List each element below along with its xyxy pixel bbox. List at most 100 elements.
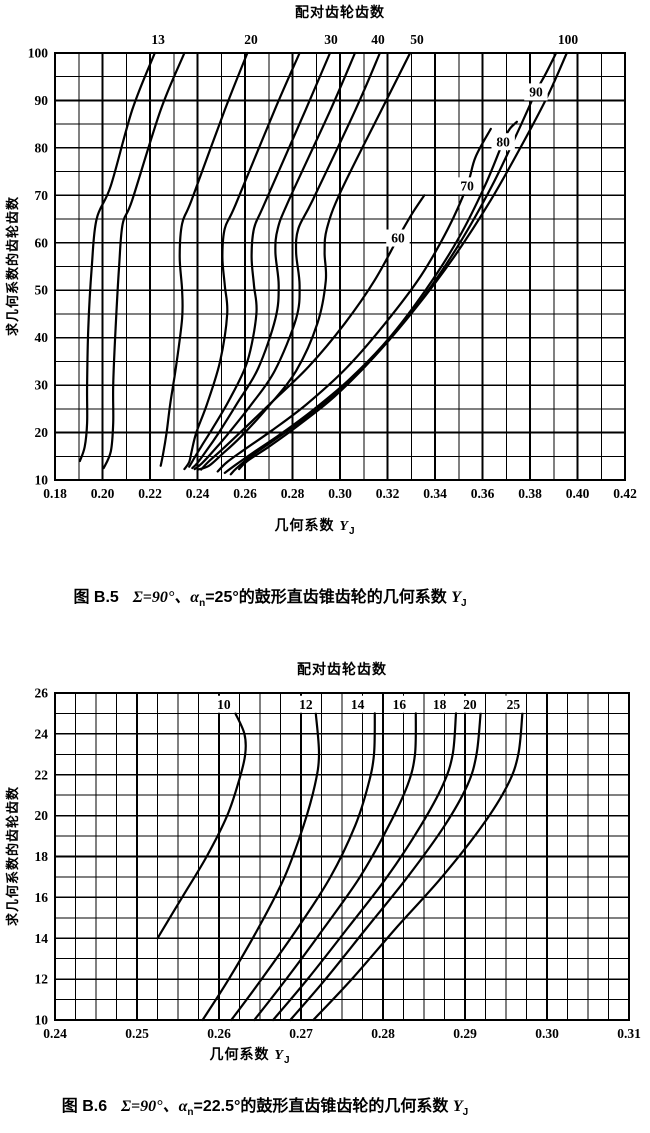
y-tick-label: 90 bbox=[35, 93, 49, 108]
y-tick-label: 10 bbox=[35, 1013, 49, 1028]
y-tick-label: 18 bbox=[35, 849, 49, 864]
y-tick-label: 80 bbox=[35, 140, 49, 155]
curve-label-20: 20 bbox=[244, 32, 258, 47]
x-tick-label: 0.18 bbox=[43, 486, 67, 501]
curve-label-box-10 bbox=[212, 695, 236, 713]
y-tick-label: 16 bbox=[35, 890, 49, 905]
curve-label-box-12 bbox=[294, 695, 318, 713]
fig-b6-y-axis-title: 求几何系数的齿轮齿数 bbox=[5, 786, 20, 927]
curve-unlabeled bbox=[183, 51, 301, 471]
y-tick-label: 70 bbox=[35, 188, 49, 203]
curve-30 bbox=[188, 51, 332, 468]
curve-14 bbox=[230, 712, 376, 1022]
curve-label-10: 10 bbox=[217, 697, 231, 712]
y-tick-label: 60 bbox=[35, 235, 49, 250]
fig-b5-x-axis-title-text: 几何系数 bbox=[274, 517, 335, 533]
y-tick-label: 40 bbox=[35, 330, 49, 345]
x-tick-label: 0.29 bbox=[453, 1026, 477, 1041]
curve-label-18: 18 bbox=[433, 697, 447, 712]
curve-50 bbox=[196, 51, 412, 471]
curve-12 bbox=[201, 712, 321, 1022]
curve-label-16: 16 bbox=[393, 697, 407, 712]
figure-b6-tick-labels: 10 12 14 16 18 20 22 24 26 0.24 0.25 0.26 0.27 0.28 0.… bbox=[35, 686, 642, 1042]
x-tick-label: 0.32 bbox=[376, 486, 400, 501]
curve-label-box-80 bbox=[491, 133, 515, 151]
x-tick-label: 0.27 bbox=[289, 1026, 313, 1041]
curve-90 bbox=[229, 51, 558, 476]
x-tick-label: 0.28 bbox=[281, 486, 305, 501]
x-tick-label: 0.40 bbox=[566, 486, 590, 501]
x-tick-label: 0.36 bbox=[471, 486, 495, 501]
x-tick-label: 0.30 bbox=[328, 486, 352, 501]
fig-b6-caption-number: 图 B.6 bbox=[61, 1098, 108, 1115]
curve-label-20: 20 bbox=[463, 697, 477, 712]
curve-100 bbox=[238, 51, 568, 471]
curve-label-box-18 bbox=[427, 695, 452, 713]
fig-b5-caption-symbol: Y bbox=[451, 589, 461, 606]
figure-b6-curve-labels: 10 12 14 16 18 20 25 bbox=[212, 695, 526, 713]
curve-label-box-60 bbox=[386, 229, 410, 247]
curve-label-13: 13 bbox=[151, 32, 165, 47]
fig-b5-caption-number: 图 B.5 bbox=[73, 589, 119, 606]
y-tick-label: 14 bbox=[35, 931, 49, 946]
figure-b5-curve-labels: 13 20 30 40 50 60 70 80 90 100 bbox=[151, 32, 578, 247]
y-tick-label: 12 bbox=[35, 972, 49, 987]
x-tick-label: 0.26 bbox=[207, 1026, 231, 1041]
curve-label-80: 80 bbox=[496, 134, 510, 149]
curve-25 bbox=[312, 712, 524, 1022]
figure-b5-curves bbox=[78, 51, 568, 476]
y-tick-label: 10 bbox=[35, 473, 49, 488]
curve-label-70: 70 bbox=[460, 179, 474, 194]
y-tick-label: 100 bbox=[28, 46, 49, 61]
curve-unlabeled bbox=[102, 51, 186, 470]
fig-b5-x-axis-symbol-sub: J bbox=[348, 525, 356, 537]
curve-label-30: 30 bbox=[324, 32, 338, 47]
fig-b6-x-axis-symbol: Y bbox=[274, 1048, 284, 1063]
fig-b6-x-axis-symbol-sub: J bbox=[283, 1054, 291, 1066]
curve-70 bbox=[216, 127, 492, 473]
curve-16 bbox=[253, 712, 417, 1022]
curve-label-box-20 bbox=[458, 695, 482, 713]
curve-label-50: 50 bbox=[410, 32, 424, 47]
fig-b5-caption-symbol-sub: J bbox=[460, 598, 467, 610]
x-tick-label: 0.20 bbox=[91, 486, 115, 501]
figure-b6-grid bbox=[53, 691, 631, 1022]
y-tick-label: 30 bbox=[35, 378, 49, 393]
figure-b6-chart: 10 12 14 16 18 20 22 24 26 0.24 0.25 0.26 0.27 0.28 0.… bbox=[35, 686, 642, 1042]
fig-b5-mating-teeth-title: 配对齿轮齿数 bbox=[295, 4, 385, 20]
curve-label-box-25 bbox=[501, 695, 526, 713]
y-tick-label: 22 bbox=[35, 767, 49, 782]
x-tick-label: 0.42 bbox=[613, 486, 637, 501]
curve-13 bbox=[78, 51, 156, 463]
fig-b5-y-axis-title: 求几何系数的齿轮齿数 bbox=[5, 196, 20, 337]
curve-label-25: 25 bbox=[507, 697, 521, 712]
x-tick-label: 0.24 bbox=[43, 1026, 67, 1041]
y-tick-label: 50 bbox=[35, 283, 49, 298]
curve-label-12: 12 bbox=[299, 697, 313, 712]
curve-label-box-16 bbox=[387, 695, 412, 713]
figure-b5-grid bbox=[53, 51, 627, 482]
fig-b5-caption-text: =25°的鼓形直齿锥齿轮的几何系数 bbox=[205, 589, 447, 606]
figure-b5-tick-labels: 10 20 30 40 50 60 70 80 90 100 0.18 0.20 0.22 0.24 0.2… bbox=[28, 46, 637, 502]
curve-20 bbox=[159, 51, 249, 467]
fig-b6-x-axis-title-text: 几何系数 bbox=[209, 1046, 270, 1062]
x-tick-label: 0.24 bbox=[186, 486, 210, 501]
curve-label-14: 14 bbox=[351, 697, 365, 712]
curve-label-box-90 bbox=[524, 83, 548, 101]
fig-b5-x-axis-title: 几何系数 YJ bbox=[165, 515, 465, 537]
fig-b6-caption-symbol-sub: J bbox=[462, 1107, 469, 1119]
fig-b6-mating-teeth-title: 配对齿轮齿数 bbox=[297, 661, 387, 677]
y-tick-label: 24 bbox=[35, 726, 49, 741]
fig-b5-caption-alpha-sub: n bbox=[199, 598, 206, 610]
y-tick-label: 26 bbox=[35, 686, 49, 701]
fig-b6-x-axis-title: 几何系数 YJ bbox=[100, 1044, 400, 1066]
fig-b5-caption-formula: Σ=90°、α bbox=[132, 589, 200, 606]
curve-18 bbox=[272, 712, 458, 1022]
figure-b5-chart: 10 20 30 40 50 60 70 80 90 100 0.18 0.20 0.22 0.24 0.2… bbox=[28, 32, 637, 501]
curve-label-40: 40 bbox=[371, 32, 385, 47]
curve-label-90: 90 bbox=[529, 85, 543, 100]
x-tick-label: 0.25 bbox=[125, 1026, 149, 1041]
y-tick-label: 20 bbox=[35, 808, 49, 823]
